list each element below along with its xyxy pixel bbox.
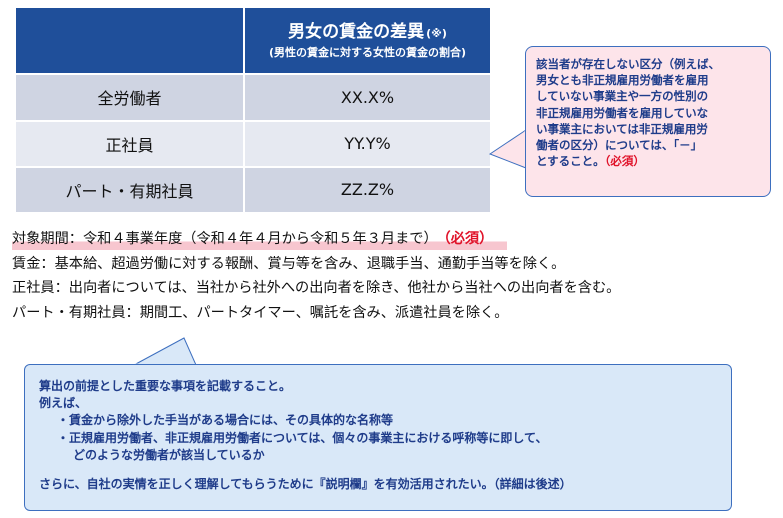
table-header-wage-gap: 男女の賃金の差異 (※) (男性の賃金に対する女性の賃金の割合) xyxy=(244,8,490,75)
table-row: 全労働者 XX.X% xyxy=(16,73,490,121)
required-label: （必須） xyxy=(443,231,494,247)
note-parttime-employee: パート・有期社員：期間工、パートタイマー、嘱託を含み、派遣社員を除く。 xyxy=(12,304,509,321)
callout-bullet: ・正規雇用労働者、非正規雇用労働者については、個々の事業主における呼称等に即して… xyxy=(57,430,548,445)
callout-line: どのような労働者が該当しているか xyxy=(73,447,265,462)
callout-line: とすること。 xyxy=(536,154,605,169)
table-header-row: 男女の賃金の差異 (※) (男性の賃金に対する女性の賃金の割合) xyxy=(16,8,490,75)
callout-bottom-pointer xyxy=(133,337,197,366)
row-value: YY.Y% xyxy=(244,119,490,167)
table-header-subtitle: (男性の賃金に対する女性の賃金の割合) xyxy=(268,45,467,59)
table-row: 正社員 YY.Y% xyxy=(16,119,490,167)
callout-line: 算出の前提とした重要な事項を記載すること。 xyxy=(39,379,292,393)
table-header-blank xyxy=(16,8,245,75)
note-wage-definition: 賃金：基本給、超過労働に対する報酬、賞与等を含み、退職手当、通勤手当等を除く。 xyxy=(12,255,566,272)
row-value: ZZ.Z% xyxy=(244,165,490,212)
row-category: 正社員 xyxy=(16,119,245,167)
callout-calculation-premise: 算出の前提とした重要な事項を記載すること。 例えば、 ・賃金から除外した手当があ… xyxy=(24,364,732,511)
target-period: 対象期間：令和４事業年度（令和４年４月から令和５年３月まで） xyxy=(12,231,438,247)
callout-line: していない事業主や一方の性別の xyxy=(536,89,709,104)
callout-line: さらに、自社の実情を正しく理解してもらうために『説明欄』を有効活用されたい。（詳… xyxy=(39,477,572,492)
callout-right-pointer xyxy=(488,129,528,169)
callout-empty-category-note: 該当者が存在しない区分（例えば、 男女とも非正規雇用労働者を雇用 していない事業… xyxy=(525,46,771,197)
callout-line: 男女とも非正規雇用労働者を雇用 xyxy=(536,73,709,88)
row-category: パート・有期社員 xyxy=(16,165,245,212)
target-period-highlight: 対象期間：令和４事業年度（令和４年４月から令和５年３月まで） （必須） xyxy=(12,228,508,250)
callout-line: い事業主においては非正規雇用労 xyxy=(536,121,708,136)
notes-section: 対象期間：令和４事業年度（令和４年４月から令和５年３月まで） （必須） 賃金：基本… xyxy=(12,228,777,326)
callout-line: 非正規雇用労働者を雇用していな xyxy=(536,105,709,120)
row-value: XX.X% xyxy=(244,73,490,121)
table-header-note-mark: (※) xyxy=(426,26,447,40)
wage-gap-table: 男女の賃金の差異 (※) (男性の賃金に対する女性の賃金の割合) 全労働者 XX.… xyxy=(16,8,490,212)
callout-line: 該当者が存在しない区分（例えば、 xyxy=(536,57,720,71)
required-label: （必須） xyxy=(604,154,645,169)
callout-bullet: ・賃金から除外した手当がある場合には、その具体的な名称等 xyxy=(57,413,394,428)
table-header-title: 男女の賃金の差異 xyxy=(288,21,425,42)
callout-line: 働者の区分）については、「－」 xyxy=(536,138,703,153)
row-category: 全労働者 xyxy=(16,73,245,121)
table-row: パート・有期社員 ZZ.Z% xyxy=(16,165,490,212)
callout-line: 例えば、 xyxy=(39,396,88,411)
note-regular-employee: 正社員：出向者については、当社から社外への出向者を除き、他社から当社への出向者を… xyxy=(12,280,621,296)
